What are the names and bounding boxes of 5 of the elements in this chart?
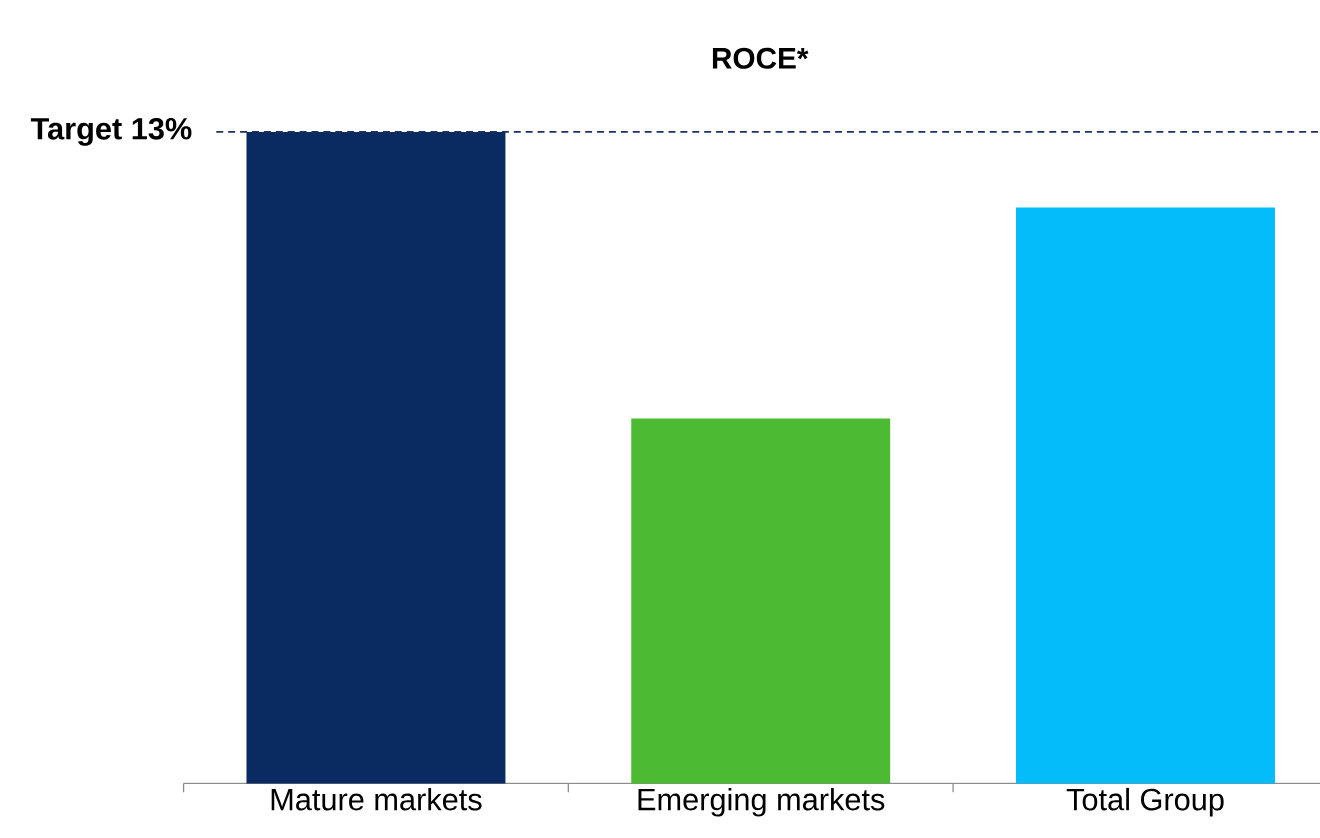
chart-title: ROCE* <box>712 47 809 69</box>
x-tick-label: Mature markets <box>271 787 482 811</box>
x-tick-label: Total Group <box>1066 787 1224 817</box>
ref-line-label: Target 13% <box>30 117 192 146</box>
x-tick-label: Emerging markets <box>638 787 885 817</box>
